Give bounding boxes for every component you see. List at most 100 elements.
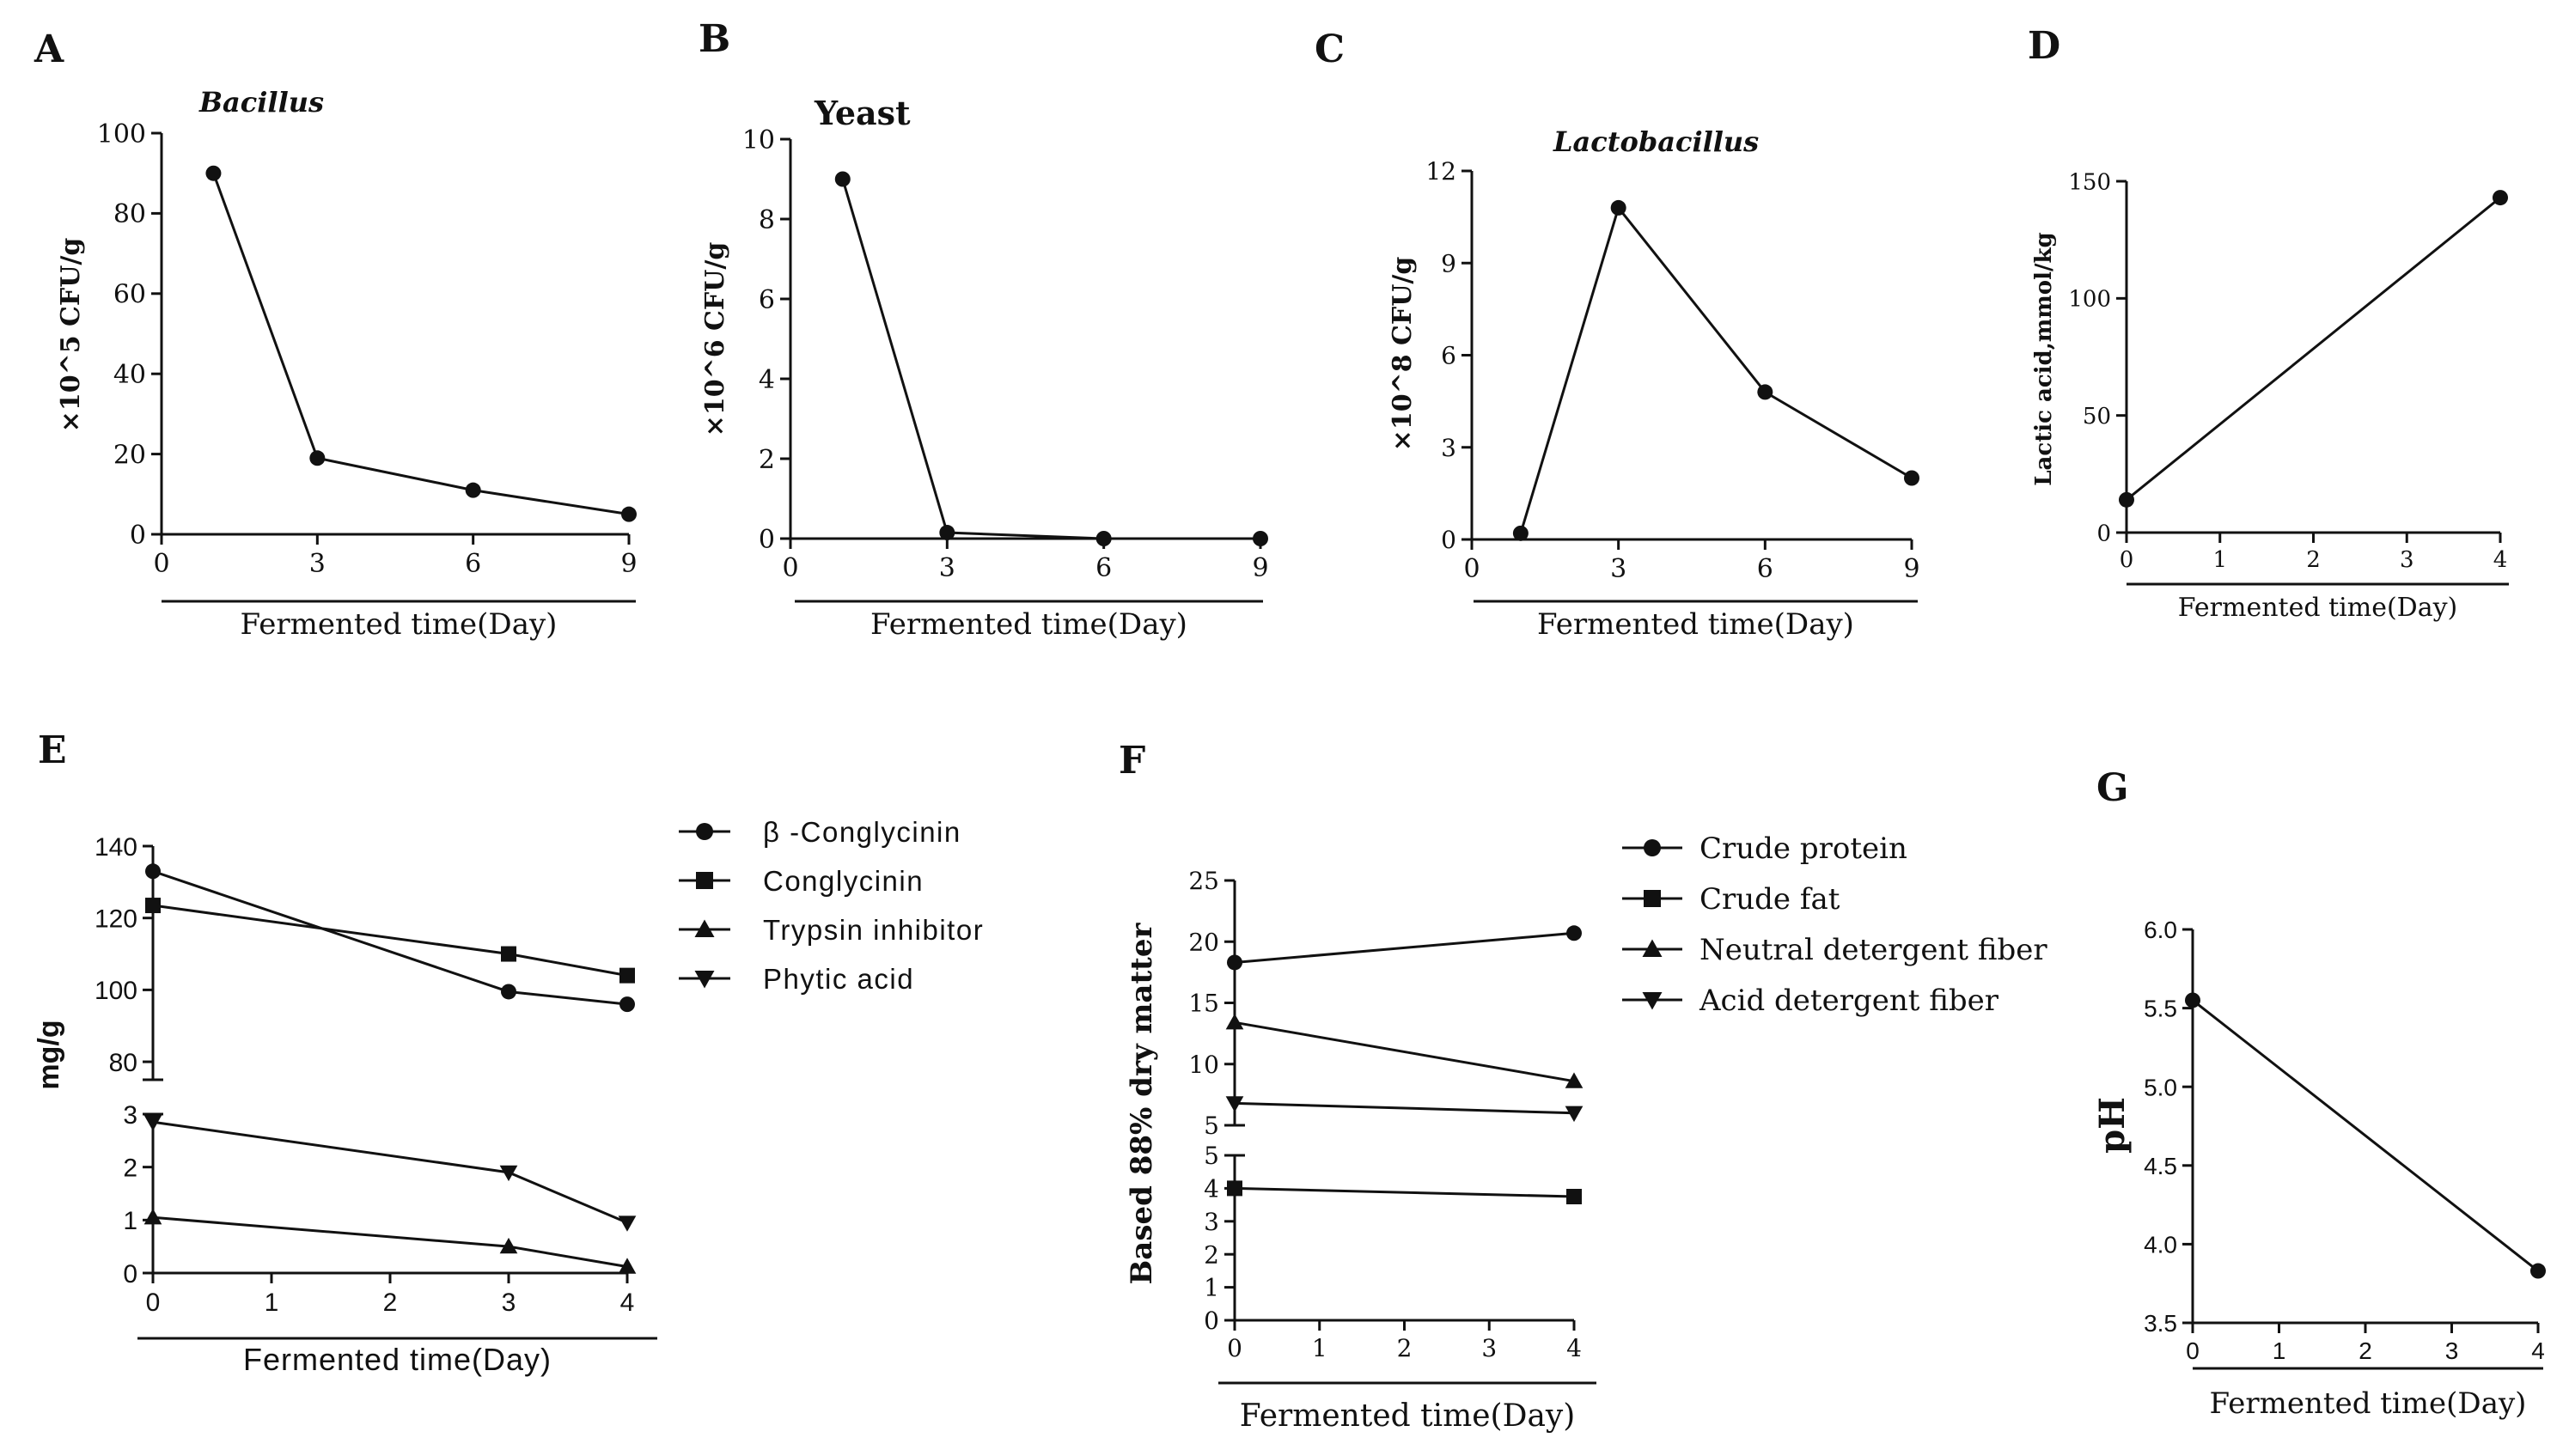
y-tick-label: 2 <box>759 445 775 475</box>
y-tick-label: 80 <box>109 1049 137 1077</box>
legend-marker <box>694 919 715 937</box>
x-tick-label: 6 <box>1757 554 1773 584</box>
x-tick-label: 2 <box>2358 1337 2372 1364</box>
x-tick-label: 1 <box>1312 1334 1327 1362</box>
x-tick-label: 4 <box>2493 547 2508 573</box>
y-tick-label: 3 <box>1204 1208 1219 1236</box>
y-tick-label: 0 <box>1204 1307 1219 1335</box>
legend-label: Crude fat <box>1699 882 1840 917</box>
legend-label: Acid detergent fiber <box>1699 984 1999 1018</box>
data-point-e <box>619 996 635 1013</box>
series-line-e <box>152 904 628 978</box>
data-point-b <box>834 171 851 187</box>
y-tick-label: 60 <box>113 280 146 310</box>
data-point-e <box>619 967 635 984</box>
data-point-e <box>501 946 516 962</box>
x-tick-label: 1 <box>2273 1337 2286 1364</box>
series-line-f <box>1234 931 1575 964</box>
y-tick-label: 5.0 <box>2144 1074 2177 1100</box>
y-tick-label: 150 <box>2068 169 2111 195</box>
x-tick-label: 0 <box>2120 547 2134 573</box>
y-tick-label: 50 <box>2083 404 2111 429</box>
data-point-e <box>143 1115 162 1131</box>
data-point-f <box>1227 954 1242 971</box>
legend-label: Trypsin inhibitor <box>763 914 984 946</box>
x-tick-label: 3 <box>2445 1337 2459 1364</box>
x-axis-title: Fermented time(Day) <box>241 607 558 642</box>
legend-label: Neutral detergent fiber <box>1699 933 2047 967</box>
x-axis-title: Fermented time(Day) <box>870 607 1187 642</box>
data-point-e <box>499 1237 518 1254</box>
y-tick-label: 120 <box>95 905 137 933</box>
y-tick-label: 9 <box>1441 249 1456 277</box>
legend-marker <box>1642 939 1663 957</box>
x-axis-title: Fermented time(Day) <box>243 1342 552 1377</box>
series-line-f <box>1234 1020 1575 1083</box>
y-tick-label: 10 <box>742 125 775 155</box>
data-point-d <box>2119 491 2134 508</box>
x-tick-label: 3 <box>1610 554 1626 584</box>
chart-panel-c: 0 3 6 9 12 0 3 6 9 Fermented time(Day) ×10^8 CFU/g… <box>1388 125 1920 642</box>
data-point-e <box>143 1208 162 1225</box>
x-tick-label: 4 <box>620 1288 635 1317</box>
data-point-e <box>618 1258 637 1274</box>
series-line-d <box>2126 196 2501 501</box>
legend-label: Conglycinin <box>763 865 924 897</box>
y-tick-label: 20 <box>113 440 146 470</box>
chart-panel-d: 0 50 100 150 0 1 2 3 4 Fermented time(Day) Lactic … <box>2031 169 2509 623</box>
x-tick-label: 9 <box>620 549 637 579</box>
y-tick-label: 3 <box>1441 434 1456 462</box>
y-tick-label: 6 <box>759 285 775 315</box>
panel-label-e: E <box>38 728 67 772</box>
x-tick-label: 2 <box>1397 1334 1413 1362</box>
x-axis-title: Fermented time(Day) <box>1240 1398 1576 1434</box>
legend-marker <box>1642 992 1663 1010</box>
x-tick-label: 3 <box>502 1288 516 1317</box>
series-line-e <box>152 1120 628 1224</box>
y-tick-label: 3 <box>123 1101 137 1130</box>
x-tick-label: 0 <box>153 549 169 579</box>
data-point-b <box>1095 531 1112 546</box>
y-tick-label: 4.0 <box>2144 1231 2177 1258</box>
legend-marker <box>1644 839 1661 856</box>
series-line-f <box>1234 1101 1575 1115</box>
legend-marker <box>696 872 713 889</box>
data-point-f <box>1566 925 1582 941</box>
panel-label-a: A <box>34 27 64 71</box>
chart-title: Bacillus <box>198 86 324 119</box>
x-tick-label: 0 <box>1463 554 1480 584</box>
chart-title: Lactobacillus <box>1553 125 1759 158</box>
data-point-b <box>939 525 955 541</box>
x-tick-label: 3 <box>2400 547 2414 573</box>
x-tick-label: 0 <box>782 553 798 583</box>
y-tick-label: 0 <box>130 521 146 551</box>
series-line-a <box>212 173 630 516</box>
y-tick-label: 5 <box>1204 1142 1219 1170</box>
y-tick-label: 8 <box>759 205 775 235</box>
y-tick-label: 4 <box>759 365 775 395</box>
data-point-a <box>309 450 326 466</box>
y-tick-label: 0 <box>759 525 775 555</box>
y-tick-label: 2 <box>123 1154 137 1182</box>
panel-label-d: D <box>2028 24 2060 68</box>
y-axis-title: pH <box>2092 1097 2133 1154</box>
y-tick-label: 5 <box>1204 1112 1219 1140</box>
data-point-f <box>1227 1180 1242 1197</box>
y-tick-label: 140 <box>95 833 137 862</box>
x-axis-title: Fermented time(Day) <box>1537 607 1854 642</box>
x-tick-label: 9 <box>1252 553 1268 583</box>
x-tick-label: 6 <box>465 549 481 579</box>
x-tick-label: 0 <box>146 1288 161 1317</box>
y-axis-title: Lactic acid,mmol/kg <box>2031 232 2057 485</box>
x-tick-label: 9 <box>1903 554 1919 584</box>
data-point-e <box>145 898 161 914</box>
series-line-e <box>152 1215 628 1269</box>
y-tick-label: 80 <box>113 199 146 229</box>
data-point-a <box>465 482 481 498</box>
legend-label: Phytic acid <box>763 963 914 995</box>
y-tick-label: 1 <box>123 1207 137 1235</box>
x-tick-label: 0 <box>1227 1334 1242 1362</box>
legend-marker <box>696 823 713 840</box>
y-tick-label: 5.5 <box>2144 996 2177 1022</box>
